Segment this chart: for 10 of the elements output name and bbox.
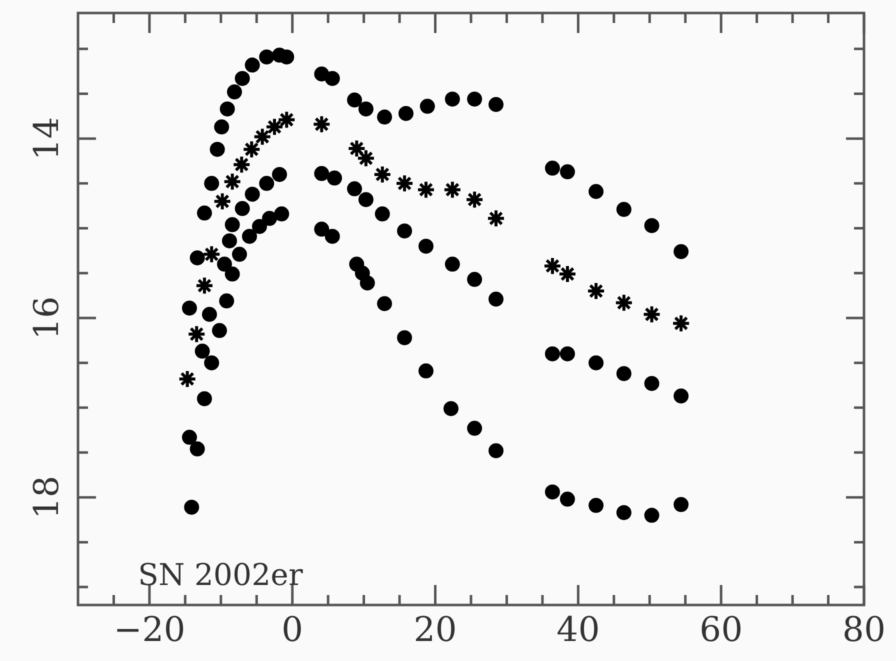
- y-tick-label: 18: [26, 476, 67, 519]
- annotation: SN 2002er: [138, 558, 304, 593]
- y-tick-label: 14: [26, 116, 67, 160]
- x-tick-label: 80: [842, 610, 886, 650]
- y-tick-label: 16: [26, 296, 67, 340]
- x-tick-label: 60: [699, 610, 743, 650]
- x-tick-label: 0: [282, 610, 304, 650]
- x-tick-label: −20: [114, 610, 186, 650]
- x-tick-label: 20: [414, 610, 457, 650]
- x-tick-label: 40: [556, 610, 600, 650]
